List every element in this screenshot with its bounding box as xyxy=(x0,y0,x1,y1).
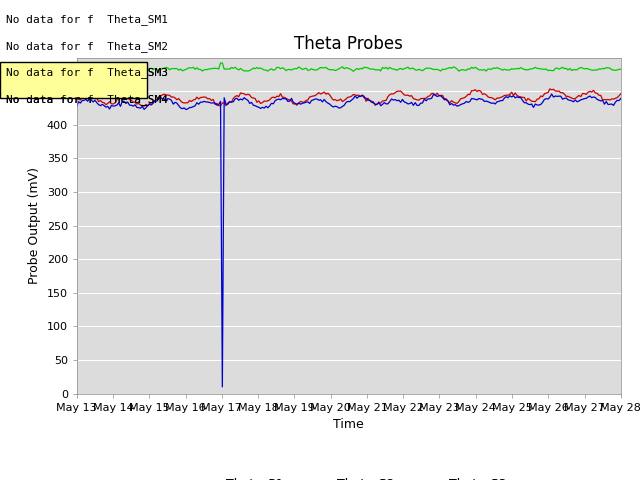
Theta_P2 xyxy=(399,67,406,72)
Theta_P2 xyxy=(535,66,543,72)
Theta_P1 xyxy=(140,103,148,109)
Theta_P3 xyxy=(548,91,556,97)
Theta_P2 xyxy=(410,65,417,71)
Theta_P3 xyxy=(408,99,415,105)
Theta_P2 xyxy=(570,67,577,72)
Y-axis label: Probe Output (mV): Probe Output (mV) xyxy=(28,167,41,284)
Theta_P1 xyxy=(399,90,406,96)
Text: No data for f  Theta_SM3: No data for f Theta_SM3 xyxy=(6,67,168,78)
Theta_P3 xyxy=(73,103,81,109)
X-axis label: Time: Time xyxy=(333,418,364,431)
Theta_P1 xyxy=(408,93,415,98)
Theta_P1 xyxy=(533,96,541,102)
Theta_P2 xyxy=(75,65,83,71)
Theta_P1 xyxy=(73,97,81,103)
Theta_P2 xyxy=(73,66,81,72)
Theta_P3 xyxy=(570,99,577,105)
Theta_P1 xyxy=(397,88,404,94)
Legend: Theta_P1, Theta_P2, Theta_P3: Theta_P1, Theta_P2, Theta_P3 xyxy=(186,472,511,480)
Text: No data for f  Theta_SM4: No data for f Theta_SM4 xyxy=(6,94,168,105)
Theta_P2 xyxy=(111,69,119,75)
Theta_P2 xyxy=(617,66,625,72)
Line: Theta_P1: Theta_P1 xyxy=(77,89,621,106)
Theta_P3 xyxy=(218,384,226,390)
Theta_P3 xyxy=(399,96,406,102)
Theta_P3 xyxy=(397,99,404,105)
Text: No data for f  Theta_SM2: No data for f Theta_SM2 xyxy=(6,41,168,52)
Theta_P1 xyxy=(546,86,554,92)
Theta_P1 xyxy=(570,96,577,102)
Line: Theta_P2: Theta_P2 xyxy=(77,63,621,72)
Text: No data for f  Theta_SM3: No data for f Theta_SM3 xyxy=(6,67,168,78)
Theta_P3 xyxy=(75,99,83,105)
Theta_P2 xyxy=(401,66,408,72)
Text: No data for f  Theta_SM1: No data for f Theta_SM1 xyxy=(6,14,168,25)
Line: Theta_P3: Theta_P3 xyxy=(77,94,621,387)
Theta_P2 xyxy=(217,60,225,66)
Title: Theta Probes: Theta Probes xyxy=(294,35,403,53)
Theta_P1 xyxy=(617,91,625,96)
Theta_P1 xyxy=(75,96,83,102)
Theta_P3 xyxy=(617,96,625,101)
Text: No data for f  Theta_SM4: No data for f Theta_SM4 xyxy=(6,94,168,105)
Theta_P3 xyxy=(533,102,541,108)
